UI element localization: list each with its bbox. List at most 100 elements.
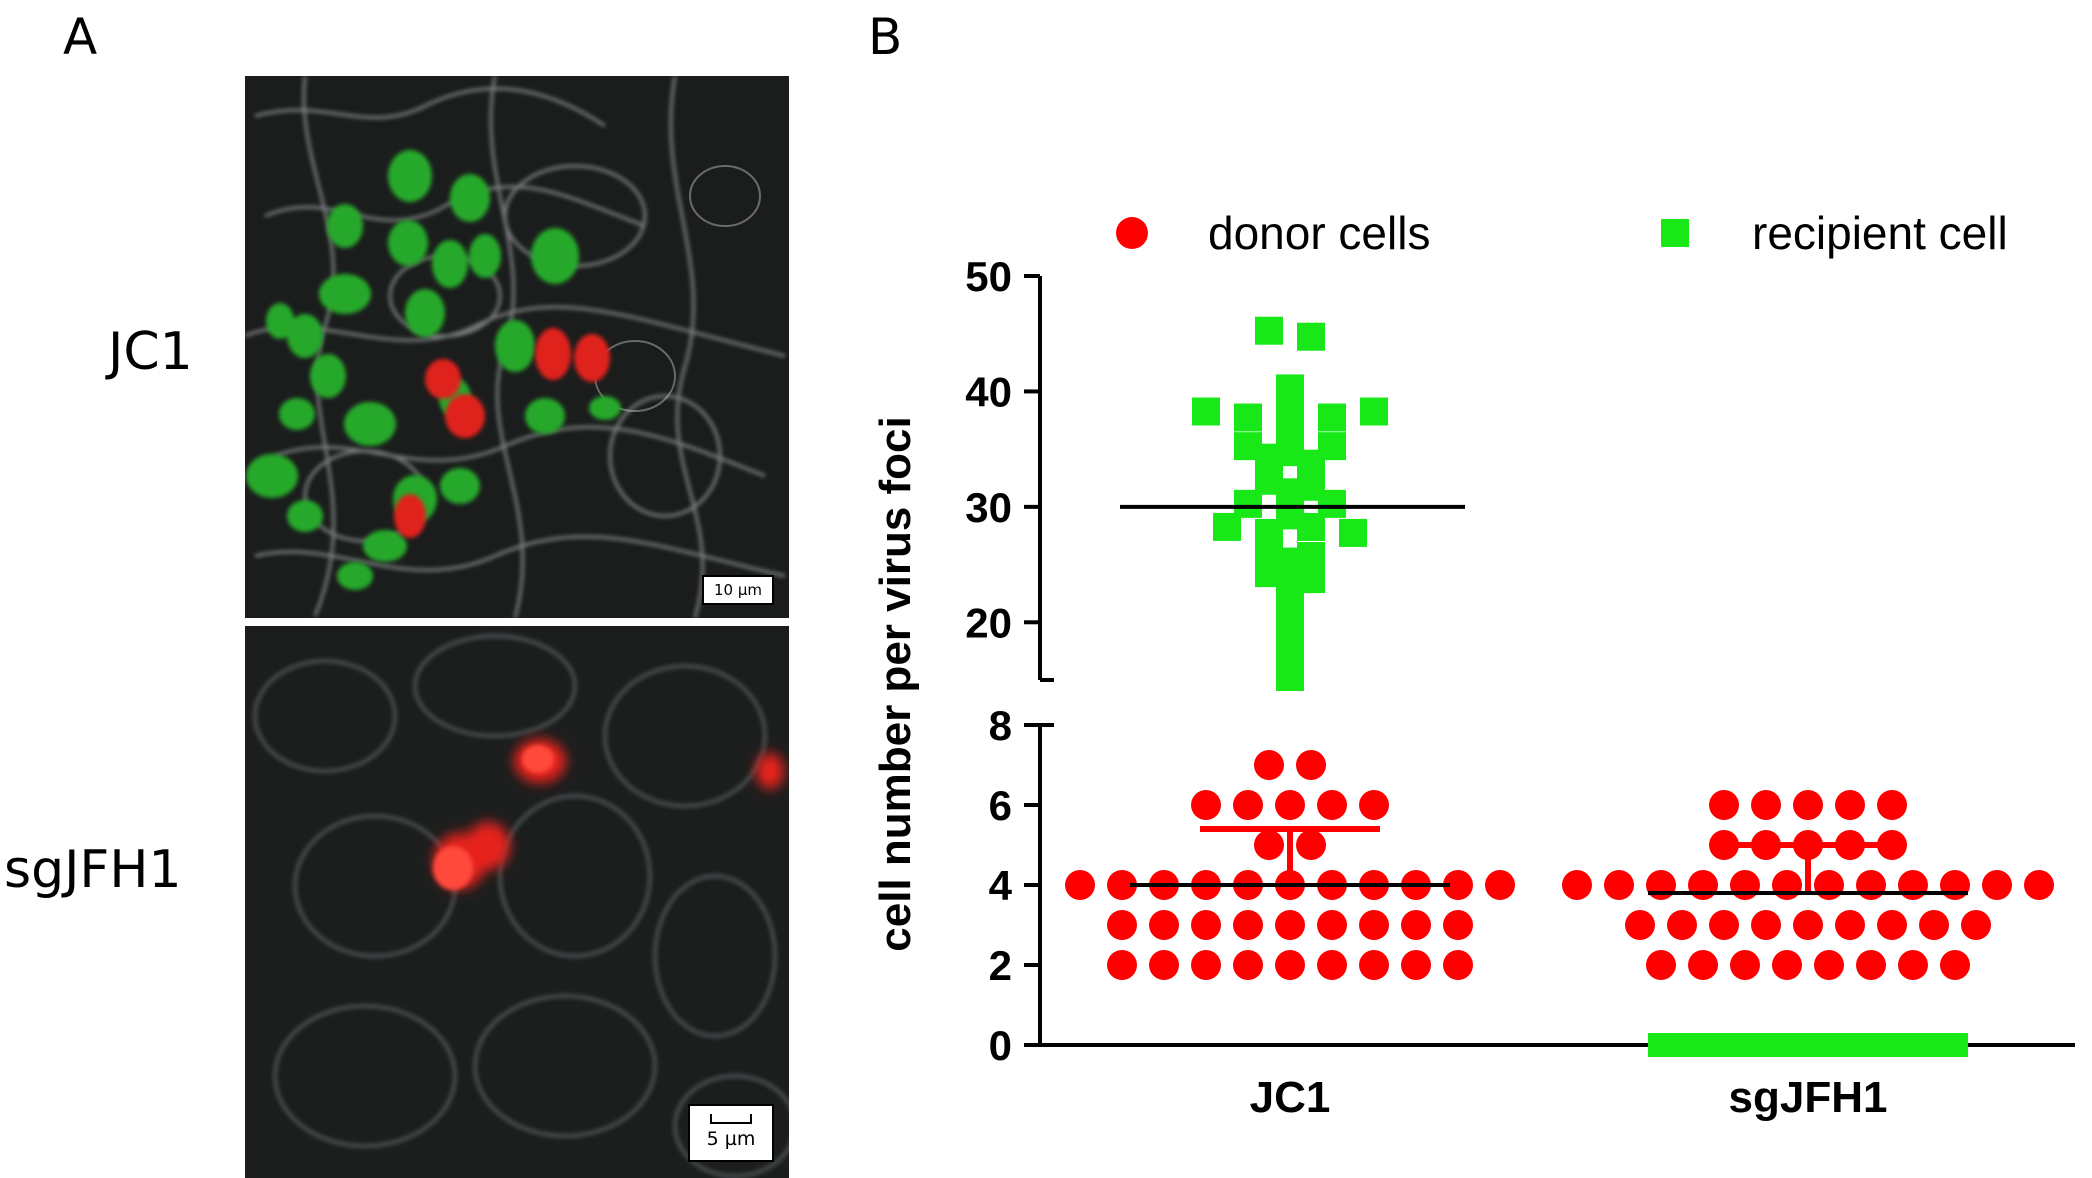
donor-cell-point [1877, 910, 1907, 940]
chart-legend: donor cells recipient cell [1116, 207, 2008, 259]
donor-cell-point [1443, 910, 1473, 940]
donor-cell-point [1982, 870, 2012, 900]
x-tick-label: JC1 [1250, 1073, 1331, 1122]
donor-cell-point [1191, 910, 1221, 940]
donor-cell-point [1604, 870, 1634, 900]
donor-cell-point [1856, 870, 1886, 900]
donor-cell-point [1443, 870, 1473, 900]
micrograph-sgjfh1-image [253, 634, 789, 1178]
donor-cell-point [1296, 750, 1326, 780]
donor-cell-point [1730, 870, 1760, 900]
donor-cell-point [2024, 870, 2054, 900]
donor-cell-point [1065, 870, 1095, 900]
panel-b-label: B [868, 8, 903, 66]
donor-cell-point [1401, 950, 1431, 980]
panel-a-label: A [63, 8, 98, 66]
scale-bar-sgjfh1: 5 µm [688, 1104, 774, 1162]
donor-cell-point [1772, 870, 1802, 900]
recipient-cell-point [1297, 542, 1325, 571]
donor-cell-point [1877, 790, 1907, 820]
y-tick-label: 6 [989, 782, 1012, 829]
donor-cell-point [1359, 910, 1389, 940]
recipient-cell-point [1234, 403, 1262, 432]
donor-cell-point [1940, 870, 1970, 900]
donor-cell-point [1254, 830, 1284, 860]
scale-bar-sgjfh1-line [710, 1114, 752, 1124]
y-tick-label: 20 [965, 599, 1012, 646]
y-tick-label: 40 [965, 368, 1012, 415]
donor-cell-point [1107, 910, 1137, 940]
donor-cell-point [1191, 790, 1221, 820]
recipient-cell-point [1276, 374, 1304, 403]
donor-cell-point [1730, 950, 1760, 980]
donor-cell-point [1107, 950, 1137, 980]
donor-cell-point [1646, 950, 1676, 980]
donor-cell-point [1814, 950, 1844, 980]
donor-cell-point [1856, 950, 1886, 980]
micrograph-jc1-image [245, 76, 786, 618]
donor-cell-point [1898, 950, 1928, 980]
donor-cell-point [1814, 870, 1844, 900]
recipient-zero-band [1648, 1033, 1968, 1057]
micrograph-sgjfh1: 5 µm [245, 626, 789, 1178]
donor-cell-point [1317, 910, 1347, 940]
row-label-jc1: JC1 [108, 322, 193, 382]
donor-cell-point [1751, 910, 1781, 940]
donor-cell-point [1275, 790, 1305, 820]
donor-cell-point [1296, 830, 1326, 860]
row-label-sgjfh1: sgJFH1 [4, 840, 182, 900]
donor-cell-point [1485, 870, 1515, 900]
donor-cell-point [1359, 790, 1389, 820]
donor-cell-point [1961, 910, 1991, 940]
donor-cell-point [1149, 950, 1179, 980]
donor-cell-point [1919, 910, 1949, 940]
y-tick-label: 50 [965, 253, 1012, 300]
legend-donor-marker [1116, 217, 1148, 249]
legend-donor-label: donor cells [1208, 207, 1430, 259]
y-tick-label: 4 [989, 862, 1013, 909]
x-tick-label: sgJFH1 [1729, 1073, 1888, 1122]
recipient-cell-point [1318, 403, 1346, 432]
legend-recipient-label: recipient cell [1752, 207, 2008, 259]
donor-cell-point [1233, 950, 1263, 980]
donor-cell-point [1317, 950, 1347, 980]
donor-cell-point [1793, 910, 1823, 940]
donor-cell-point [1940, 950, 1970, 980]
donor-cell-point [1233, 790, 1263, 820]
donor-cell-point [1254, 750, 1284, 780]
donor-cell-point [1688, 950, 1718, 980]
micrograph-jc1: 10 µm [245, 76, 789, 618]
donor-cell-point [1646, 870, 1676, 900]
legend-recipient-marker [1661, 219, 1689, 247]
y-axis-label: cell number per virus foci [871, 416, 920, 952]
donor-cell-point [1359, 950, 1389, 980]
scale-bar-jc1: 10 µm [702, 575, 774, 605]
scale-bar-jc1-text: 10 µm [713, 581, 762, 599]
donor-cell-point [1275, 910, 1305, 940]
donor-cell-point [1835, 910, 1865, 940]
y-tick-label: 8 [989, 702, 1012, 749]
recipient-cell-point [1297, 322, 1325, 351]
recipient-cell-point [1234, 432, 1262, 461]
recipient-cell-point [1318, 432, 1346, 461]
y-tick-label: 0 [989, 1022, 1012, 1069]
donor-cell-point [1107, 870, 1137, 900]
y-tick-label: 2 [989, 942, 1012, 989]
y-tick-label: 30 [965, 484, 1012, 531]
recipient-cell-point [1255, 316, 1283, 345]
donor-cell-point [1562, 870, 1592, 900]
donor-cell-point [1233, 910, 1263, 940]
donor-cell-point [1688, 870, 1718, 900]
recipient-cell-point [1360, 397, 1388, 426]
donor-cell-point [1401, 910, 1431, 940]
donor-cell-point [1625, 910, 1655, 940]
donor-cell-point [1709, 910, 1739, 940]
donor-cell-point [1443, 950, 1473, 980]
donor-cell-point [1835, 790, 1865, 820]
donor-cell-point [1667, 910, 1697, 940]
donor-cell-point [1709, 790, 1739, 820]
donor-cell-point [1772, 950, 1802, 980]
scale-bar-sgjfh1-text: 5 µm [706, 1128, 756, 1150]
donor-cell-point [1793, 790, 1823, 820]
